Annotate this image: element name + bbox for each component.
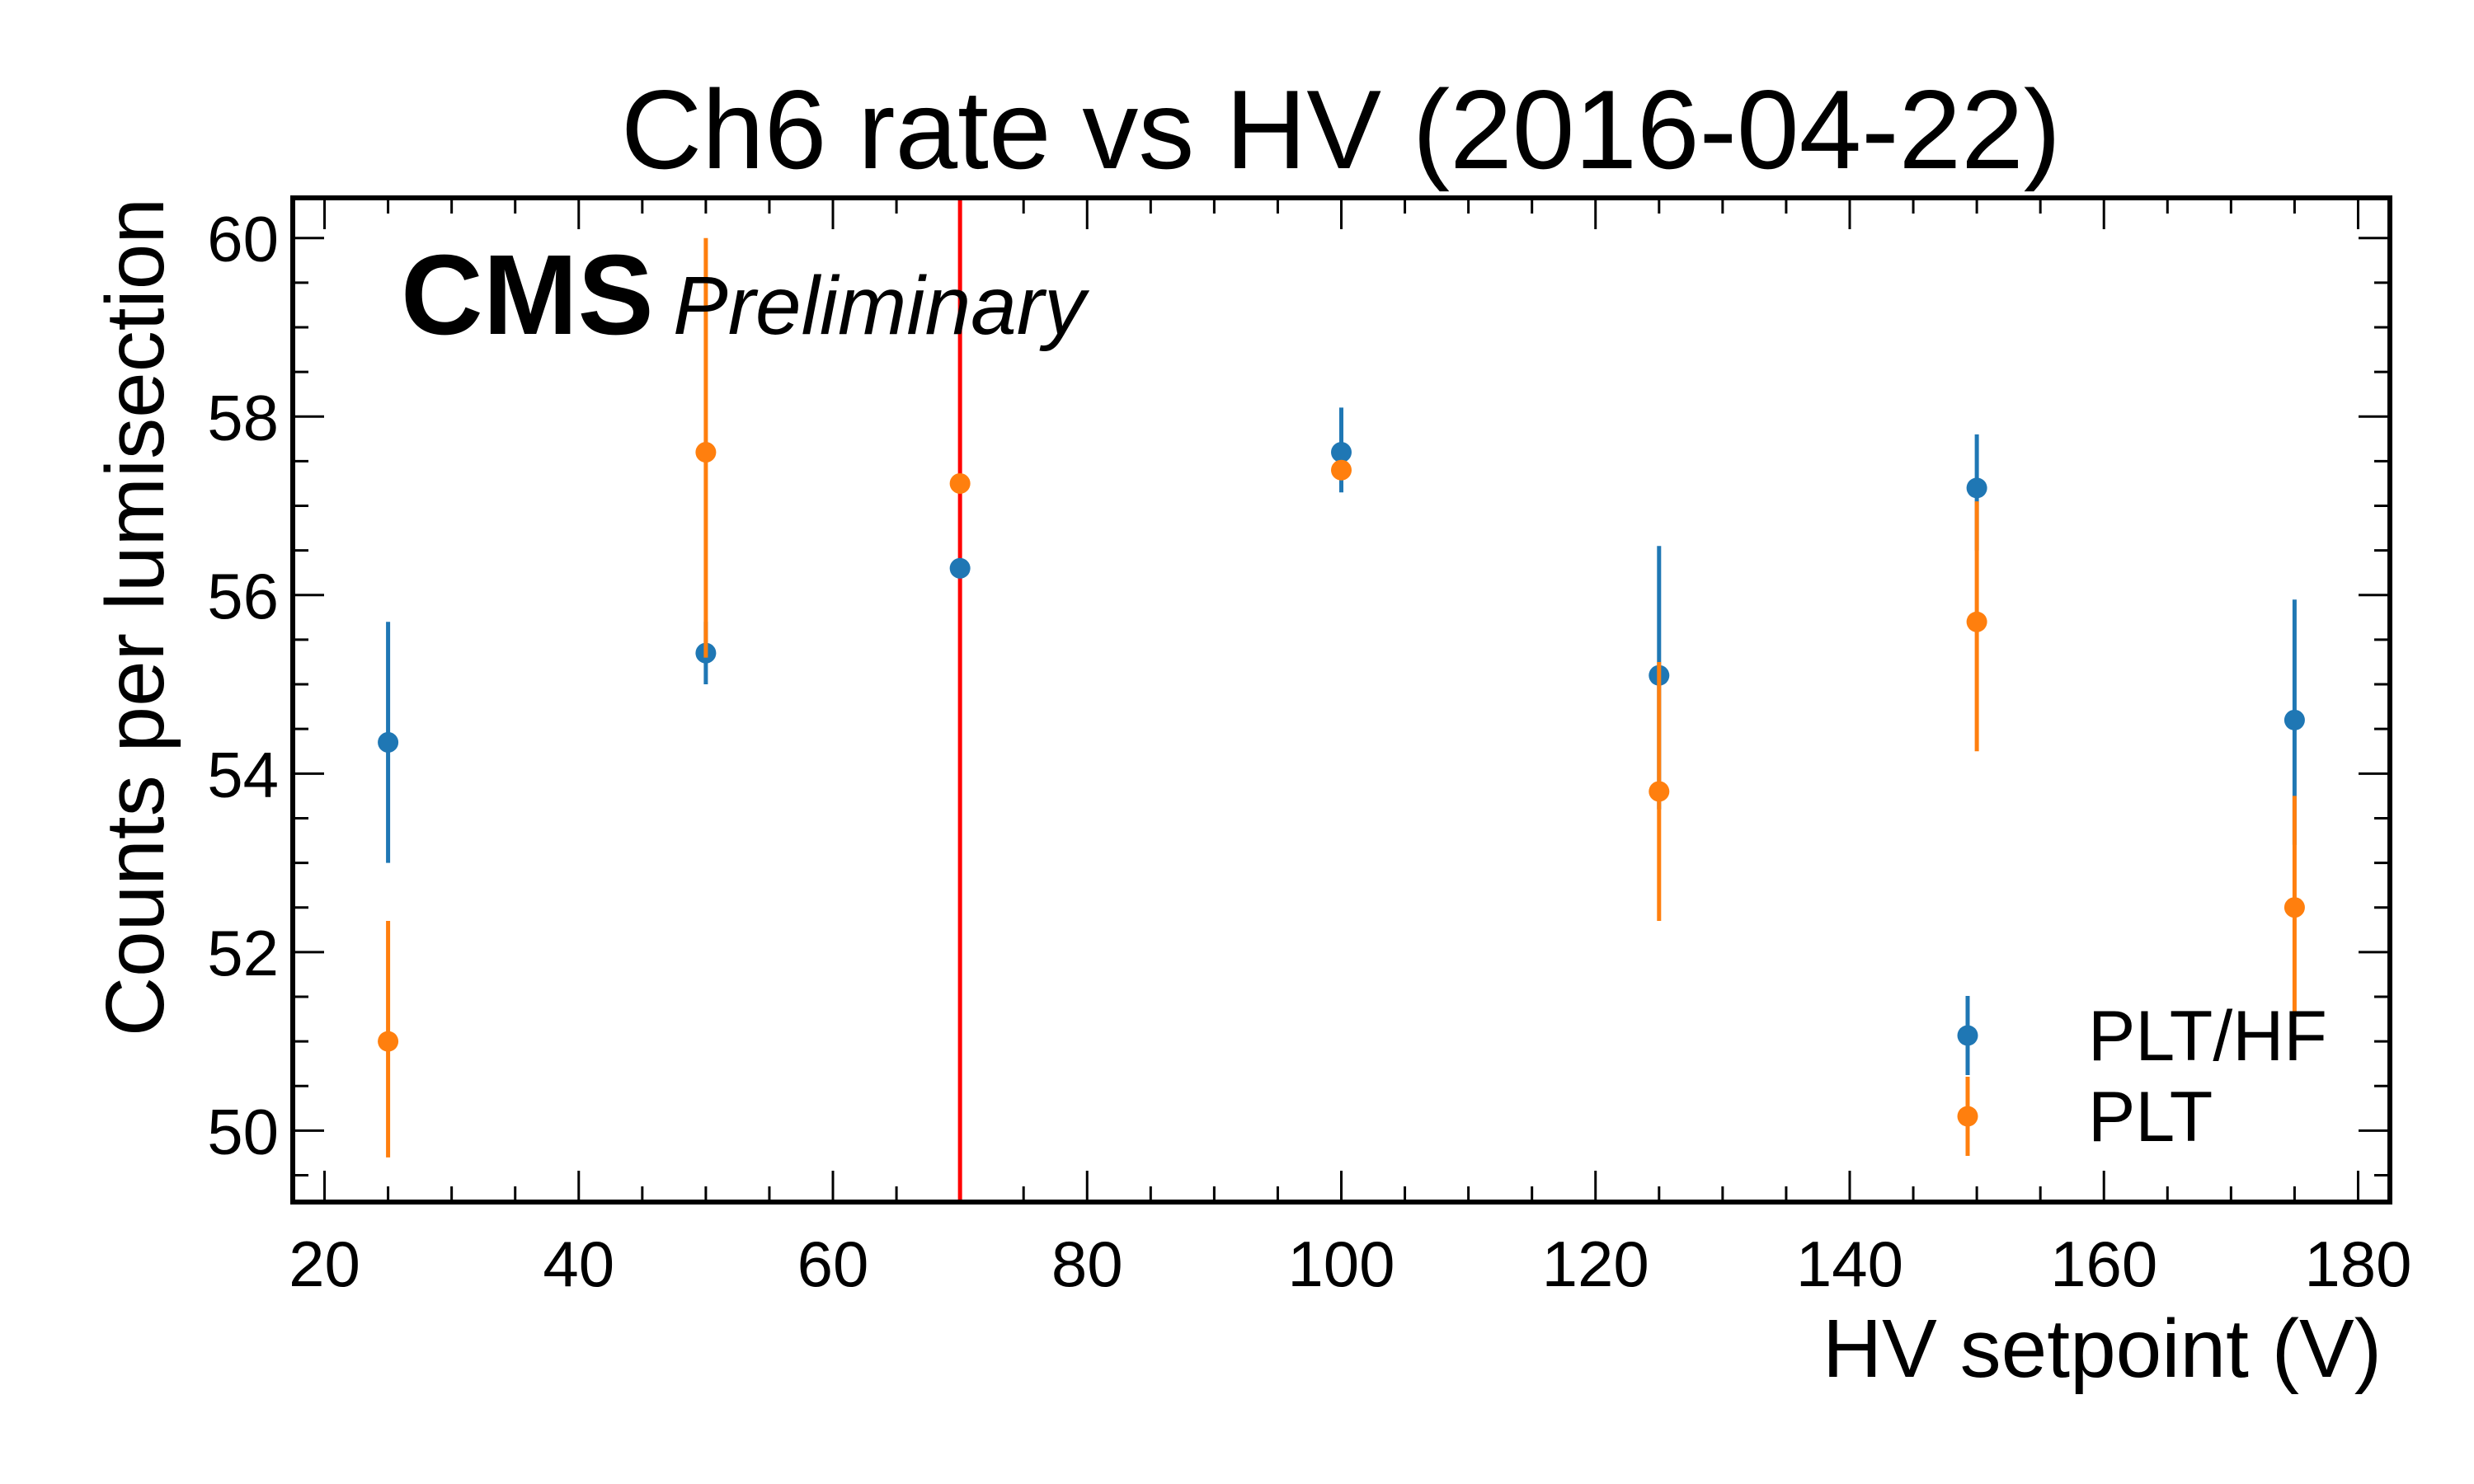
legend-marker	[1957, 1025, 1978, 1046]
legend-label: PLT	[2088, 1078, 2213, 1157]
y-tick-label: 56	[207, 560, 279, 632]
data-point	[1331, 459, 1352, 481]
legend-marker	[1957, 1106, 1978, 1127]
data-point	[1966, 611, 1987, 632]
status-label: Preliminary	[673, 260, 1090, 352]
y-tick-labels: 50 52 54 56 58 60	[207, 203, 279, 1168]
x-tick-label: 40	[543, 1228, 614, 1300]
data-point	[949, 557, 971, 579]
x-tick-label: 120	[1542, 1228, 1649, 1300]
y-tick-label: 60	[207, 203, 279, 275]
y-tick-label: 50	[207, 1095, 279, 1167]
data-point	[695, 442, 717, 463]
data-point	[1331, 442, 1352, 463]
data-point	[1966, 477, 1987, 499]
x-tick-labels: 20 40 60 80 100 120 140 160 180	[289, 1228, 2411, 1300]
data-point	[949, 472, 971, 494]
x-tick-label: 60	[797, 1228, 869, 1300]
x-tick-label: 180	[2304, 1228, 2411, 1300]
legend-label: PLT/HF	[2088, 997, 2327, 1076]
x-tick-label: 20	[289, 1228, 360, 1300]
data-point	[1649, 781, 1670, 802]
x-tick-label: 100	[1287, 1228, 1395, 1300]
plot-frame	[290, 195, 2392, 1205]
data-point	[2284, 709, 2305, 730]
data-point	[378, 1031, 399, 1052]
y-tick-label: 52	[207, 917, 279, 989]
experiment-label: CMS	[401, 232, 654, 359]
x-tick-label: 80	[1051, 1228, 1123, 1300]
y-axis-label: Counts per lumisection	[89, 198, 181, 1036]
series-plt	[378, 237, 2305, 1158]
legend-entry: PLT	[1957, 1077, 2213, 1157]
chart-title: Ch6 rate vs HV (2016-04-22)	[621, 67, 2061, 192]
axis-ticks	[293, 198, 2390, 1202]
data-point	[2284, 897, 2305, 918]
data-point	[378, 731, 399, 753]
x-tick-label: 160	[2050, 1228, 2157, 1300]
y-tick-label: 58	[207, 381, 279, 453]
legend-entry: PLT/HF	[1957, 996, 2327, 1076]
data-series	[378, 237, 2305, 1158]
y-tick-label: 54	[207, 738, 279, 810]
x-axis-label: HV setpoint (V)	[1823, 1303, 2382, 1395]
x-tick-label: 140	[1796, 1228, 1903, 1300]
